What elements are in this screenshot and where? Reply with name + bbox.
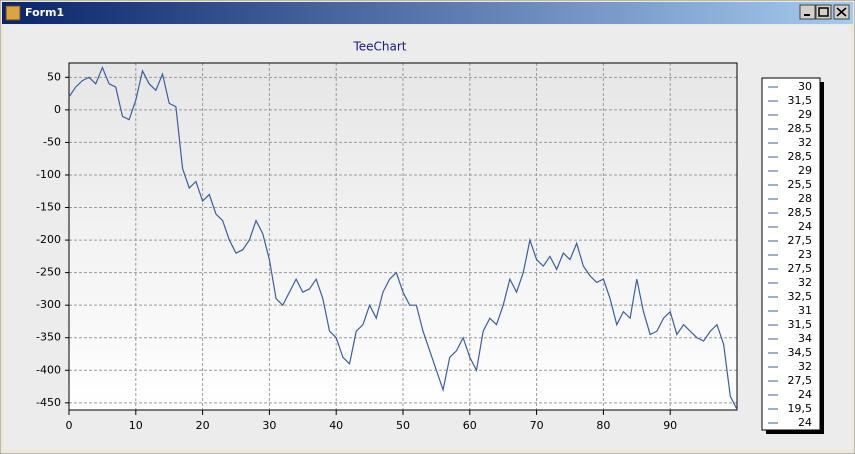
legend (761, 77, 821, 431)
x-tick-label: 60 (463, 419, 477, 432)
y-tick-label: -400 (36, 363, 61, 376)
legend-label: 34 (798, 332, 812, 345)
legend-label: 30 (798, 80, 812, 93)
series-line (68, 65, 738, 410)
legend-label: 19,5 (788, 402, 813, 415)
y-tick-label: -200 (36, 233, 61, 246)
legend-label: 29 (798, 164, 812, 177)
y-tick-label: -250 (36, 266, 61, 279)
legend-label: 31,5 (788, 94, 813, 107)
y-tick-label: -100 (36, 168, 61, 181)
legend-label: 28 (798, 192, 812, 205)
window-buttons[interactable] (799, 4, 850, 20)
legend-label: 25,5 (788, 178, 813, 191)
x-tick-label: 80 (596, 419, 610, 432)
x-tick-label: 70 (530, 419, 544, 432)
legend-label: 28,5 (788, 150, 813, 163)
legend-label: 28,5 (788, 122, 813, 135)
legend-label: 24 (798, 388, 812, 401)
y-tick-label: -450 (36, 396, 61, 409)
y-tick-label: -50 (43, 135, 61, 148)
y-tick-label: -150 (36, 201, 61, 214)
legend-label: 24 (798, 416, 812, 429)
maximize-icon (818, 7, 829, 17)
title-bar (2, 2, 853, 24)
minimize-button[interactable] (799, 4, 816, 20)
legend-label: 24 (798, 220, 812, 233)
legend-label: 27,5 (788, 374, 813, 387)
legend-label: 32,5 (788, 290, 813, 303)
x-tick-label: 10 (129, 419, 143, 432)
close-icon (836, 7, 847, 17)
legend-label: 27,5 (788, 234, 813, 247)
x-tick-label: 50 (396, 419, 410, 432)
y-tick-label: 0 (54, 103, 61, 116)
window-title: Form1 (25, 6, 64, 19)
legend-label: 32 (798, 360, 812, 373)
x-tick-label: 90 (663, 419, 677, 432)
legend-label: 28,5 (788, 206, 813, 219)
x-tick-label: 0 (66, 419, 73, 432)
x-tick-label: 40 (329, 419, 343, 432)
x-tick-label: 30 (262, 419, 276, 432)
legend-label: 27,5 (788, 262, 813, 275)
y-tick-label: -300 (36, 298, 61, 311)
legend-label: 31,5 (788, 318, 813, 331)
legend-label: 32 (798, 136, 812, 149)
chart-title: TeeChart (352, 40, 406, 54)
legend-label: 29 (798, 108, 812, 121)
legend-label: 32 (798, 276, 812, 289)
legend-label: 31 (798, 304, 812, 317)
y-tick-label: -350 (36, 331, 61, 344)
app-icon (5, 5, 21, 21)
y-tick-label: 50 (47, 70, 61, 83)
legend-label: 23 (798, 248, 812, 261)
x-tick-label: 20 (196, 419, 210, 432)
plot-border (68, 62, 738, 411)
legend-label: 34,5 (788, 346, 813, 359)
